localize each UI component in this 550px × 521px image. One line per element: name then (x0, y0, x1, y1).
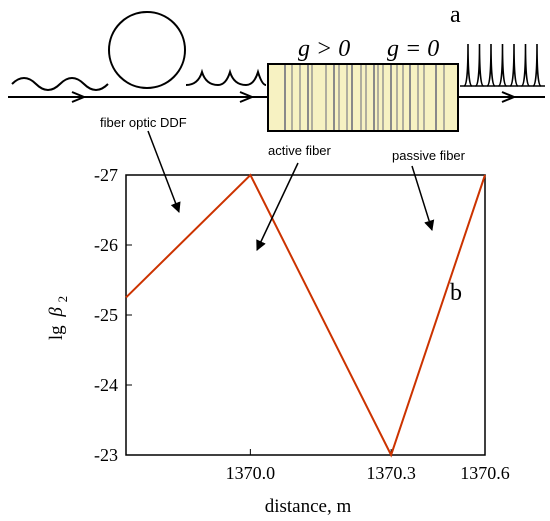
panel-label-b: b (450, 280, 462, 306)
y-ticks: -27 -26 -25 -24 -23 (94, 165, 132, 465)
panel-label-a: a (450, 2, 461, 28)
passive-fiber-arrow (411, 165, 435, 232)
gain-right-label: g = 0 (387, 36, 439, 62)
gain-left-label: g > 0 (298, 36, 350, 62)
ddf-label: fiber optic DDF (100, 115, 187, 130)
line-arrow-2 (239, 91, 255, 103)
x-tick-label: 1370.3 (366, 463, 416, 483)
pulse-wave (185, 68, 267, 87)
output-spike (463, 43, 473, 87)
passive-fiber-label: passive fiber (392, 148, 466, 163)
x-tick-label: 1370.0 (226, 463, 276, 483)
input-wave (11, 77, 109, 91)
beta2-line (125, 173, 486, 458)
y-axis-label-subscript: 2 (55, 296, 70, 303)
output-spike (486, 43, 496, 87)
y-axis-label-symbol: β (46, 307, 67, 318)
fiber-block (267, 63, 459, 132)
output-spikes (460, 43, 545, 87)
output-spike (509, 43, 519, 87)
output-spike (498, 43, 507, 87)
y-tick-label: -26 (94, 235, 118, 255)
y-tick-label: -24 (94, 375, 118, 395)
ddf-arrow (147, 130, 181, 213)
output-spike (532, 43, 542, 87)
active-fiber-label: active fiber (268, 143, 332, 158)
chart-panel: -27 -26 -25 -24 -23 1370.0 1370.3 1370.6 b dis… (46, 130, 510, 517)
y-tick-label: -27 (94, 165, 118, 185)
y-tick-label: -23 (94, 445, 118, 465)
output-spike (475, 43, 484, 87)
fiber-stripes (284, 65, 445, 130)
y-axis-label: lg β 2 (46, 296, 70, 340)
plot-frame (125, 174, 486, 456)
output-spike (521, 43, 530, 87)
x-tick-label: 1370.6 (460, 463, 510, 483)
ddf-ring (108, 11, 186, 89)
line-arrow-1 (71, 91, 87, 103)
line-arrow-3 (501, 91, 517, 103)
y-tick-label: -25 (94, 305, 118, 325)
y-axis-label-base: lg (46, 325, 67, 340)
x-axis-label: distance, m (265, 496, 352, 517)
active-fiber-arrow (256, 162, 299, 251)
x-ticks: 1370.0 1370.3 1370.6 (226, 449, 510, 483)
schematic-panel: g > 0 g = 0 a fiber optic DDF active fib… (8, 2, 545, 163)
